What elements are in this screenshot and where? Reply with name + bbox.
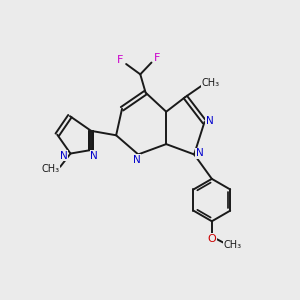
Text: N: N — [133, 155, 141, 165]
Text: N: N — [196, 148, 203, 158]
Text: N: N — [60, 151, 68, 161]
Text: N: N — [206, 116, 214, 126]
Text: F: F — [154, 53, 161, 63]
Text: CH₃: CH₃ — [202, 79, 220, 88]
Text: CH₃: CH₃ — [42, 164, 60, 174]
Text: CH₃: CH₃ — [224, 239, 242, 250]
Text: O: O — [208, 234, 216, 244]
Text: F: F — [117, 55, 123, 64]
Text: N: N — [90, 151, 98, 161]
